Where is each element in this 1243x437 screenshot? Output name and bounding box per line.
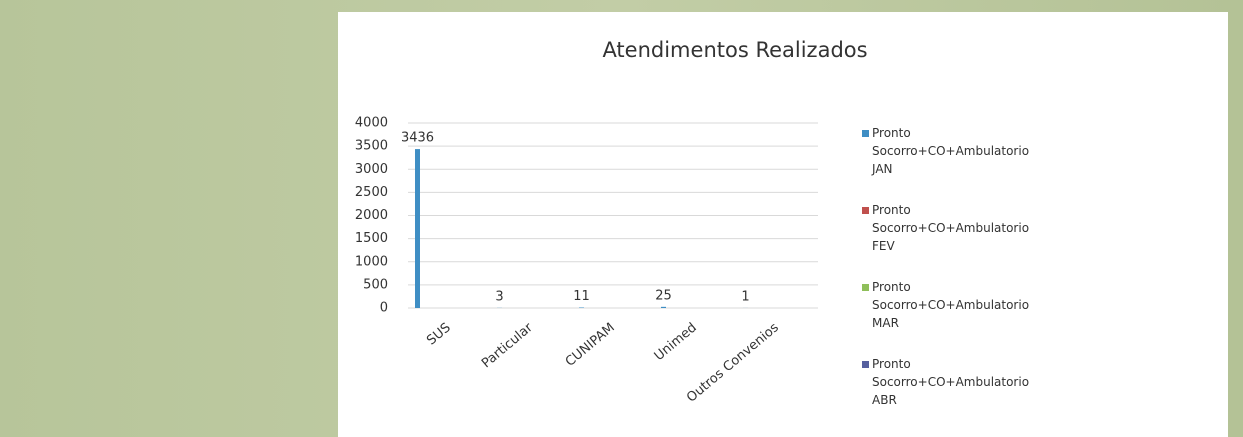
legend-label: Pronto Socorro+CO+Ambulatorio MAR <box>872 280 1030 330</box>
x-tick-label: Unimed <box>652 320 700 364</box>
legend-label: Pronto Socorro+CO+Ambulatorio JAN <box>872 126 1030 176</box>
x-tick-label: SUS <box>424 320 454 348</box>
y-tick-label: 3500 <box>355 139 388 154</box>
y-tick-label: 1000 <box>355 254 388 269</box>
legend-swatch <box>862 361 869 368</box>
bar <box>415 149 420 308</box>
x-tick-label: Outros Convenios <box>684 320 782 406</box>
legend-swatch <box>862 284 869 291</box>
y-tick-label: 4000 <box>355 116 388 131</box>
y-tick-label: 2000 <box>355 208 388 223</box>
data-label: 11 <box>573 289 590 304</box>
legend-label: Pronto Socorro+CO+Ambulatorio FEV <box>872 203 1030 253</box>
legend-item: Pronto Socorro+CO+Ambulatorio FEV <box>862 201 1042 278</box>
y-tick-label: 2500 <box>355 185 388 200</box>
data-label: 3436 <box>401 131 434 146</box>
chart-title: Atendimentos Realizados <box>602 38 867 62</box>
x-tick-label: Particular <box>479 320 536 371</box>
y-tick-label: 0 <box>380 301 388 316</box>
bar <box>579 307 584 308</box>
legend-swatch <box>862 207 869 214</box>
legend-swatch <box>862 130 869 137</box>
legend: Pronto Socorro+CO+Ambulatorio JAN Pronto … <box>862 124 1042 432</box>
y-tick-label: 500 <box>363 277 388 292</box>
legend-label: Pronto Socorro+CO+Ambulatorio ABR <box>872 357 1030 407</box>
legend-item: Pronto Socorro+CO+Ambulatorio MAR <box>862 278 1042 355</box>
chart-panel <box>338 12 1228 437</box>
y-tick-label: 3000 <box>355 162 388 177</box>
data-label: 1 <box>741 289 749 304</box>
y-tick-label: 1500 <box>355 231 388 246</box>
x-tick-label: CUNIPAM <box>563 320 618 370</box>
legend-item: Pronto Socorro+CO+Ambulatorio JAN <box>862 124 1042 201</box>
legend-item: Pronto Socorro+CO+Ambulatorio ABR <box>862 355 1042 432</box>
data-label: 25 <box>655 288 672 303</box>
bar <box>661 306 666 308</box>
data-label: 3 <box>495 289 503 304</box>
